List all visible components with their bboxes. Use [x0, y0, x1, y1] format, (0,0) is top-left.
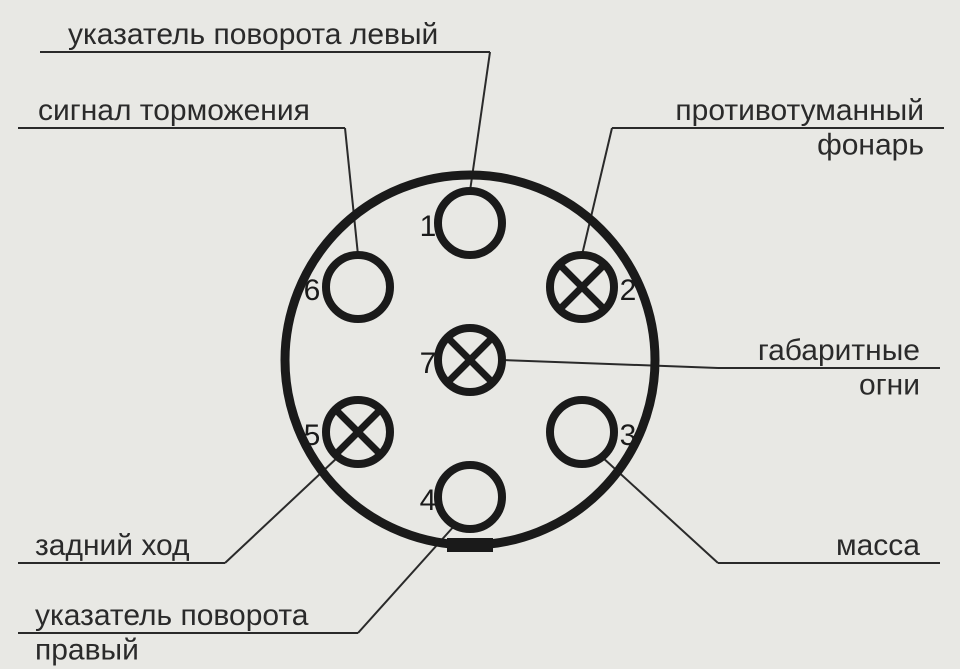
pin-2-number: 2 [620, 274, 637, 307]
pin-4-number: 4 [420, 484, 437, 517]
pin-5-number: 5 [304, 419, 321, 452]
pin1-label: указатель поворота левый [68, 18, 438, 51]
pin-1-number: 1 [420, 210, 437, 243]
connector-diagram: указатель поворота левый сигнал торможени… [0, 0, 960, 669]
pin-3-number: 3 [620, 419, 637, 452]
pin3-label: масса [836, 529, 920, 562]
connector-key-notch [447, 538, 493, 552]
pin-7-number: 7 [420, 347, 437, 380]
pin6-label: сигнал торможения [38, 94, 310, 127]
pin-6-number: 6 [304, 274, 321, 307]
pin5-label: задний ход [35, 529, 190, 562]
